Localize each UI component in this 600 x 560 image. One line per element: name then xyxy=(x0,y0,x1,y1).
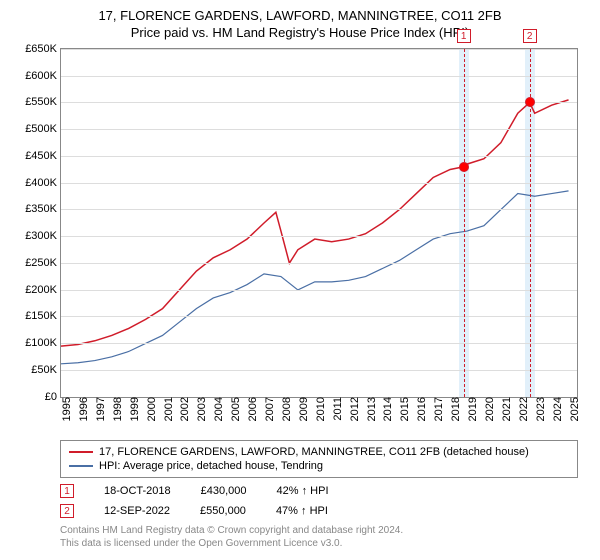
x-axis-label: 1995 xyxy=(57,397,73,421)
y-axis-label: £550K xyxy=(25,96,61,108)
gridline xyxy=(61,102,577,103)
x-axis-label: 2001 xyxy=(159,397,175,421)
x-axis-label: 1996 xyxy=(74,397,90,421)
legend-row: HPI: Average price, detached house, Tend… xyxy=(69,459,569,473)
x-axis-label: 2002 xyxy=(175,397,191,421)
y-axis-label: £250K xyxy=(25,257,61,269)
annotation-delta: 42% ↑ HPI xyxy=(277,485,329,497)
annotation-date: 18-OCT-2018 xyxy=(104,485,171,497)
gridline xyxy=(61,129,577,130)
x-axis-label: 2018 xyxy=(446,397,462,421)
x-axis-label: 2017 xyxy=(429,397,445,421)
annotation-price: £430,000 xyxy=(201,485,247,497)
footer-line-2: This data is licensed under the Open Gov… xyxy=(60,537,578,550)
x-axis-label: 1999 xyxy=(125,397,141,421)
annotation-delta: 47% ↑ HPI xyxy=(276,505,328,517)
y-axis-label: £500K xyxy=(25,123,61,135)
y-axis-label: £350K xyxy=(25,203,61,215)
y-axis-label: £600K xyxy=(25,70,61,82)
x-axis-label: 2022 xyxy=(514,397,530,421)
y-axis-label: £100K xyxy=(25,337,61,349)
x-axis-label: 2006 xyxy=(243,397,259,421)
x-axis-label: 2004 xyxy=(209,397,225,421)
x-axis-label: 2019 xyxy=(463,397,479,421)
series-line-hpi xyxy=(61,191,569,364)
chart-container: 17, FLORENCE GARDENS, LAWFORD, MANNINGTR… xyxy=(0,0,600,560)
y-axis-label: £450K xyxy=(25,150,61,162)
x-axis-label: 2012 xyxy=(345,397,361,421)
x-axis-label: 2024 xyxy=(548,397,564,421)
y-axis-label: £650K xyxy=(25,43,61,55)
title-line-2: Price paid vs. HM Land Registry's House … xyxy=(12,25,588,42)
legend-swatch xyxy=(69,465,93,467)
marker-number-icon: 2 xyxy=(523,29,537,43)
plot-area: £0£50K£100K£150K£200K£250K£300K£350K£400… xyxy=(60,48,578,398)
legend-box: 17, FLORENCE GARDENS, LAWFORD, MANNINGTR… xyxy=(60,440,578,478)
annotation-row: 1 18-OCT-2018 £430,000 42% ↑ HPI xyxy=(60,478,578,498)
x-axis-label: 2000 xyxy=(142,397,158,421)
y-axis-label: £200K xyxy=(25,284,61,296)
gridline xyxy=(61,76,577,77)
legend-label: HPI: Average price, detached house, Tend… xyxy=(99,460,323,472)
x-axis-label: 2015 xyxy=(395,397,411,421)
y-axis-label: £50K xyxy=(31,364,61,376)
y-axis-label: £300K xyxy=(25,230,61,242)
x-axis-label: 2021 xyxy=(497,397,513,421)
gridline xyxy=(61,156,577,157)
highlight-line xyxy=(464,49,465,397)
line-layer xyxy=(61,49,577,397)
gridline xyxy=(61,209,577,210)
x-axis-label: 1997 xyxy=(91,397,107,421)
x-axis-label: 2020 xyxy=(480,397,496,421)
x-axis-label: 1998 xyxy=(108,397,124,421)
gridline xyxy=(61,316,577,317)
x-axis-label: 2009 xyxy=(294,397,310,421)
sale-point-icon xyxy=(525,97,535,107)
gridline xyxy=(61,370,577,371)
annotation-row: 2 12-SEP-2022 £550,000 47% ↑ HPI xyxy=(60,498,578,518)
footer-line-1: Contains HM Land Registry data © Crown c… xyxy=(60,524,578,537)
gridline xyxy=(61,263,577,264)
x-axis-label: 2014 xyxy=(378,397,394,421)
x-axis-label: 2016 xyxy=(412,397,428,421)
x-axis-label: 2011 xyxy=(328,397,344,421)
x-axis-label: 2023 xyxy=(531,397,547,421)
annotation-price: £550,000 xyxy=(200,505,246,517)
gridline xyxy=(61,290,577,291)
footer-text: Contains HM Land Registry data © Crown c… xyxy=(60,524,578,550)
sale-point-icon xyxy=(459,162,469,172)
gridline xyxy=(61,343,577,344)
x-axis-label: 2025 xyxy=(565,397,581,421)
legend-row: 17, FLORENCE GARDENS, LAWFORD, MANNINGTR… xyxy=(69,445,569,459)
gridline xyxy=(61,183,577,184)
y-axis-label: £400K xyxy=(25,177,61,189)
x-axis-label: 2010 xyxy=(311,397,327,421)
legend-swatch xyxy=(69,451,93,453)
x-axis-label: 2008 xyxy=(277,397,293,421)
legend-label: 17, FLORENCE GARDENS, LAWFORD, MANNINGTR… xyxy=(99,446,529,458)
x-axis-label: 2013 xyxy=(362,397,378,421)
annotation-date: 12-SEP-2022 xyxy=(104,505,170,517)
title-line-1: 17, FLORENCE GARDENS, LAWFORD, MANNINGTR… xyxy=(12,8,588,25)
y-axis-label: £150K xyxy=(25,310,61,322)
annotation-marker-icon: 2 xyxy=(60,504,74,518)
x-axis-label: 2003 xyxy=(192,397,208,421)
annotation-marker-icon: 1 xyxy=(60,484,74,498)
gridline xyxy=(61,49,577,50)
x-axis-label: 2007 xyxy=(260,397,276,421)
marker-number-icon: 1 xyxy=(457,29,471,43)
title-block: 17, FLORENCE GARDENS, LAWFORD, MANNINGTR… xyxy=(12,8,588,42)
series-line-price_paid xyxy=(61,100,569,346)
gridline xyxy=(61,236,577,237)
x-axis-label: 2005 xyxy=(226,397,242,421)
